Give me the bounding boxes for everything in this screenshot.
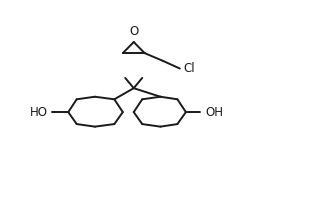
Text: Cl: Cl (183, 62, 195, 75)
Text: OH: OH (205, 106, 223, 119)
Text: HO: HO (30, 106, 48, 119)
Text: O: O (129, 25, 138, 38)
